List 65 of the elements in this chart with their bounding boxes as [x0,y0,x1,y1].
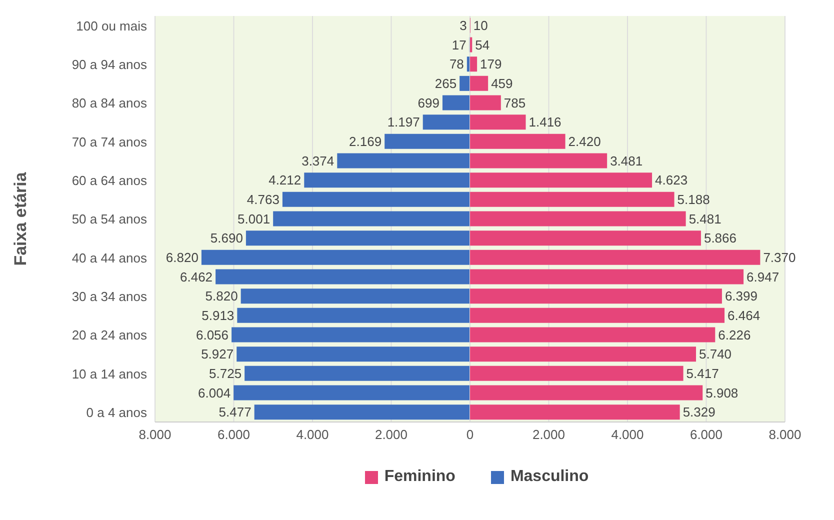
data-label: 6.226 [718,327,751,342]
data-label: 6.462 [180,269,213,284]
data-label: 2.420 [568,134,601,149]
data-label: 5.477 [218,404,252,420]
data-label: 5.417 [686,366,719,381]
data-label: 6.399 [724,288,758,304]
data-label: 5.481 [688,211,722,226]
data-label: 6.464 [728,308,760,323]
data-label: 3.374 [302,153,334,168]
x-tick-label: 6.000 [690,427,723,442]
y-tick-label: 100 ou mais [76,18,148,34]
x-tick-label: 6.000 [217,427,250,442]
data-label: 5.927 [201,346,234,362]
data-label: 1.197 [387,114,420,130]
data-label: 6.004 [198,385,231,400]
data-label: 179 [480,56,502,72]
data-label: 5.820 [205,288,238,304]
data-label: 6.947 [746,269,780,284]
data-label: 265 [434,76,457,91]
legend-label: Masculino [509,468,589,486]
legend-label: Feminino [383,468,456,486]
data-label: 699 [418,95,440,110]
data-label: 5.725 [209,366,242,381]
data-label: 10 [473,18,488,33]
x-tick-label: 0 [466,427,474,442]
x-tick-label: 2.000 [532,427,566,442]
y-tick-label: 90 a 94 anos [72,56,148,72]
data-label: 6.820 [166,250,198,265]
x-tick-label: 4.000 [296,427,329,442]
y-tick-label: 30 a 34 anos [72,288,148,304]
y-tick-label: 10 a 14 anos [72,366,148,382]
x-tick-label: 2.000 [374,427,408,442]
data-label: 1.416 [528,114,562,130]
data-label: 459 [491,76,513,91]
data-label: 5.188 [677,192,710,207]
y-tick-label: 80 a 84 anos [72,96,148,111]
data-label: 5.866 [704,230,737,246]
data-label: 4.212 [268,172,302,188]
data-label: 17 [452,37,466,52]
data-label: 4.763 [246,192,280,207]
y-tick-label: 40 a 44 anos [72,250,148,266]
y-tick-label: 70 a 74 anos [72,134,148,150]
data-label: 6.056 [196,327,229,342]
x-tick-label: 8.000 [138,427,172,442]
data-label: 5.913 [202,308,234,323]
data-label: 78 [449,56,464,72]
data-label: 4.623 [655,172,688,188]
data-label: 5.001 [238,211,270,226]
data-label: 5.690 [210,230,243,246]
data-label: 7.370 [763,250,796,265]
x-tick-label: 8.000 [768,427,802,442]
x-tick-label: 4.000 [611,427,644,442]
y-tick-label: 50 a 54 anos [72,212,148,227]
data-label: 5.329 [682,404,716,420]
data-label: 5.908 [706,385,738,400]
y-axis-title: Faixa etária [11,172,30,266]
y-tick-label: 20 a 24 anos [72,328,148,343]
data-label: 5.740 [699,346,732,362]
data-label: 54 [475,37,490,52]
y-tick-label: 0 a 4 anos [86,404,148,420]
data-label: 785 [504,95,526,110]
data-label: 3.481 [610,153,643,168]
data-label: 3 [460,18,467,33]
data-label: 2.169 [349,134,382,149]
y-tick-label: 60 a 64 anos [72,172,148,188]
